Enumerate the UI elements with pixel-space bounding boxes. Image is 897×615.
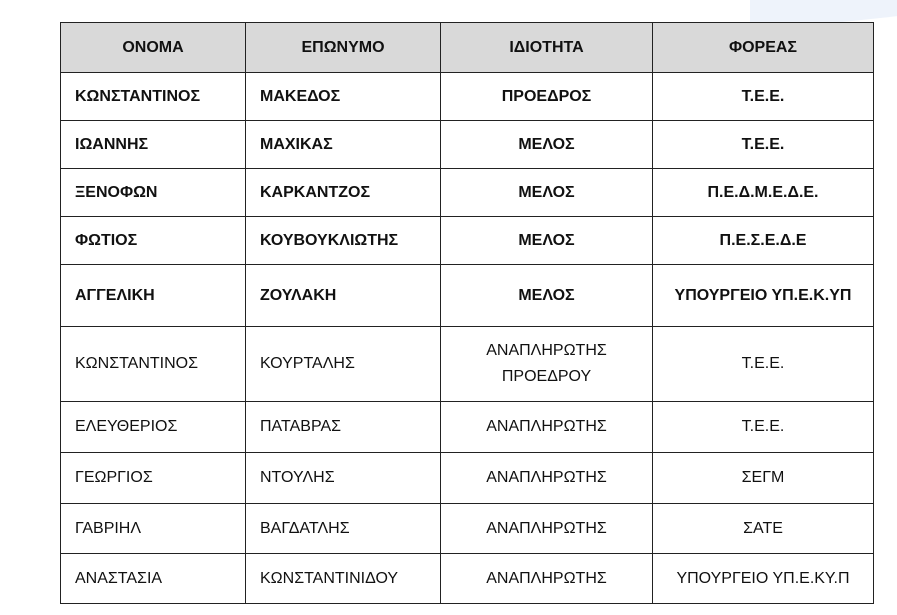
table-row: ΓΑΒΡΙΗΛ ΒΑΓΔΑΤΛΗΣ ΑΝΑΠΛΗΡΩΤΗΣ ΣΑΤΕ bbox=[60, 503, 874, 554]
cell-surname: ΚΟΥΡΤΑΛΗΣ bbox=[245, 326, 441, 402]
cell-role: ΠΡΟΕΔΡΟΣ bbox=[440, 72, 653, 121]
header-row: ΟΝΟΜΑ ΕΠΩΝΥΜΟ ΙΔΙΟΤΗΤΑ ΦΟΡΕΑΣ bbox=[60, 22, 874, 73]
table-row: ΑΝΑΣΤΑΣΙΑ ΚΩΝΣΤΑΝΤΙΝΙΔΟΥ ΑΝΑΠΛΗΡΩΤΗΣ ΥΠΟΥΡΓ… bbox=[60, 553, 874, 604]
committee-table: ΟΝΟΜΑ ΕΠΩΝΥΜΟ ΙΔΙΟΤΗΤΑ ΦΟΡΕΑΣ ΚΩΝΣΤΑΝΤΙΝ… bbox=[60, 22, 874, 604]
cell-surname: ΚΑΡΚΑΝΤΖΟΣ bbox=[245, 168, 441, 217]
table-row: ΚΩΝΣΤΑΝΤΙΝΟΣ ΚΟΥΡΤΑΛΗΣ ΑΝΑΠΛΗΡΩΤΗΣ ΠΡΟΕΔΡΟ… bbox=[60, 326, 874, 402]
cell-name: ΑΓΓΕΛΙΚΗ bbox=[60, 264, 246, 327]
table-row: ΙΩΑΝΝΗΣ ΜΑΧΙΚΑΣ ΜΕΛΟΣ Τ.Ε.Ε. bbox=[60, 120, 874, 169]
cell-name: ΦΩΤΙΟΣ bbox=[60, 216, 246, 265]
header-name: ΟΝΟΜΑ bbox=[60, 22, 246, 73]
cell-org: Π.Ε.Σ.Ε.Δ.Ε bbox=[652, 216, 874, 265]
cell-role: ΑΝΑΠΛΗΡΩΤΗΣ bbox=[440, 553, 653, 604]
cell-surname: ΜΑΧΙΚΑΣ bbox=[245, 120, 441, 169]
cell-surname: ΚΩΝΣΤΑΝΤΙΝΙΔΟΥ bbox=[245, 553, 441, 604]
cell-role: ΜΕΛΟΣ bbox=[440, 216, 653, 265]
table-row: ΚΩΝΣΤΑΝΤΙΝΟΣ ΜΑΚΕΔΟΣ ΠΡΟΕΔΡΟΣ Τ.Ε.Ε. bbox=[60, 72, 874, 121]
cell-name: ΓΕΩΡΓΙΟΣ bbox=[60, 452, 246, 504]
cell-org: Τ.Ε.Ε. bbox=[652, 72, 874, 121]
cell-surname: ΒΑΓΔΑΤΛΗΣ bbox=[245, 503, 441, 554]
cell-org: Τ.Ε.Ε. bbox=[652, 401, 874, 453]
cell-surname: ΠΑΤΑΒΡΑΣ bbox=[245, 401, 441, 453]
cell-role: ΜΕΛΟΣ bbox=[440, 168, 653, 217]
table-row: ΦΩΤΙΟΣ ΚΟΥΒΟΥΚΛΙΩΤΗΣ ΜΕΛΟΣ Π.Ε.Σ.Ε.Δ.Ε bbox=[60, 216, 874, 265]
header-surname: ΕΠΩΝΥΜΟ bbox=[245, 22, 441, 73]
cell-role: ΜΕΛΟΣ bbox=[440, 120, 653, 169]
cell-name: ΓΑΒΡΙΗΛ bbox=[60, 503, 246, 554]
cell-org: ΥΠΟΥΡΓΕΙΟ ΥΠ.Ε.Κ.ΥΠ bbox=[652, 264, 874, 327]
cell-name: ΞΕΝΟΦΩΝ bbox=[60, 168, 246, 217]
cell-org: ΣΕΓΜ bbox=[652, 452, 874, 504]
cell-name: ΚΩΝΣΤΑΝΤΙΝΟΣ bbox=[60, 72, 246, 121]
cell-org: ΣΑΤΕ bbox=[652, 503, 874, 554]
cell-org: Τ.Ε.Ε. bbox=[652, 120, 874, 169]
cell-org: Τ.Ε.Ε. bbox=[652, 326, 874, 402]
cell-role: ΑΝΑΠΛΗΡΩΤΗΣ bbox=[440, 503, 653, 554]
cell-surname: ΜΑΚΕΔΟΣ bbox=[245, 72, 441, 121]
table-row: ΓΕΩΡΓΙΟΣ ΝΤΟΥΛΗΣ ΑΝΑΠΛΗΡΩΤΗΣ ΣΕΓΜ bbox=[60, 452, 874, 504]
cell-name: ΕΛΕΥΘΕΡΙΟΣ bbox=[60, 401, 246, 453]
cell-name: ΙΩΑΝΝΗΣ bbox=[60, 120, 246, 169]
cell-surname: ΝΤΟΥΛΗΣ bbox=[245, 452, 441, 504]
cell-name: ΑΝΑΣΤΑΣΙΑ bbox=[60, 553, 246, 604]
cell-surname: ΖΟΥΛΑΚΗ bbox=[245, 264, 441, 327]
header-role: ΙΔΙΟΤΗΤΑ bbox=[440, 22, 653, 73]
table-row: ΑΓΓΕΛΙΚΗ ΖΟΥΛΑΚΗ ΜΕΛΟΣ ΥΠΟΥΡΓΕΙΟ ΥΠ.Ε.Κ.ΥΠ bbox=[60, 264, 874, 327]
cell-org: Π.Ε.Δ.Μ.Ε.Δ.Ε. bbox=[652, 168, 874, 217]
table-row: ΕΛΕΥΘΕΡΙΟΣ ΠΑΤΑΒΡΑΣ ΑΝΑΠΛΗΡΩΤΗΣ Τ.Ε.Ε. bbox=[60, 401, 874, 453]
header-org: ΦΟΡΕΑΣ bbox=[652, 22, 874, 73]
cell-role: ΑΝΑΠΛΗΡΩΤΗΣ bbox=[440, 452, 653, 504]
cell-role: ΑΝΑΠΛΗΡΩΤΗΣ ΠΡΟΕΔΡΟΥ bbox=[440, 326, 653, 402]
cell-surname: ΚΟΥΒΟΥΚΛΙΩΤΗΣ bbox=[245, 216, 441, 265]
cell-role: ΜΕΛΟΣ bbox=[440, 264, 653, 327]
cell-org: ΥΠΟΥΡΓΕΙΟ ΥΠ.Ε.ΚΥ.Π bbox=[652, 553, 874, 604]
cell-role: ΑΝΑΠΛΗΡΩΤΗΣ bbox=[440, 401, 653, 453]
cell-name: ΚΩΝΣΤΑΝΤΙΝΟΣ bbox=[60, 326, 246, 402]
table-row: ΞΕΝΟΦΩΝ ΚΑΡΚΑΝΤΖΟΣ ΜΕΛΟΣ Π.Ε.Δ.Μ.Ε.Δ.Ε. bbox=[60, 168, 874, 217]
